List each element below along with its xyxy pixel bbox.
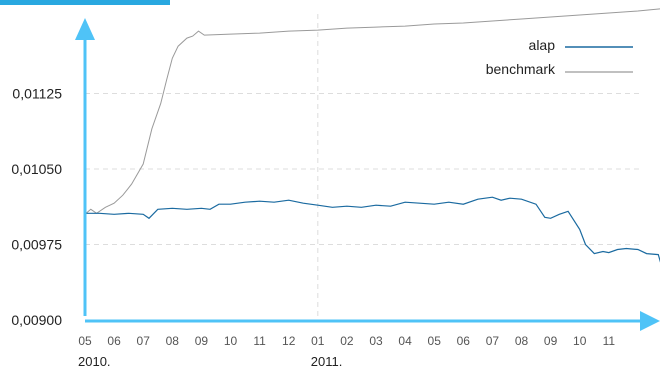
x-tick-label-5: 10 [224, 334, 238, 348]
x-tick-label-3: 08 [166, 334, 180, 348]
year-label-2010: 2010. [78, 354, 111, 369]
x-axis-tick-labels: 05 06 07 08 09 10 11 12 01 02 03 04 05 0… [78, 334, 615, 348]
series-line-alap [85, 196, 660, 263]
x-tick-label-15: 08 [515, 334, 529, 348]
grid [85, 14, 640, 318]
x-tick-label-14: 07 [486, 334, 500, 348]
x-tick-label-1: 06 [107, 334, 121, 348]
x-tick-label-11: 04 [398, 334, 412, 348]
x-tick-label-16: 09 [544, 334, 558, 348]
y-tick-label-1: 0,00975 [11, 237, 62, 253]
y-axis-tick-labels: 0,00900 0,00975 0,01050 0,01125 [11, 86, 62, 329]
y-tick-label-3: 0,01125 [12, 86, 62, 102]
legend: alap benchmark [486, 37, 633, 77]
y-tick-label-2: 0,01050 [11, 161, 62, 177]
x-tick-label-2: 07 [137, 334, 151, 348]
year-label-2011: 2011. [311, 354, 343, 369]
y-axis-arrow-icon [75, 18, 95, 40]
x-tick-label-0: 05 [78, 334, 92, 348]
x-tick-label-8: 01 [311, 334, 325, 348]
x-tick-label-7: 12 [282, 334, 296, 348]
x-tick-label-4: 09 [195, 334, 209, 348]
x-tick-label-6: 11 [253, 334, 266, 348]
x-tick-label-13: 06 [457, 334, 471, 348]
legend-label-benchmark: benchmark [486, 61, 556, 77]
x-axis-year-labels: 2010. 2011. [78, 354, 342, 369]
x-tick-label-12: 05 [428, 334, 442, 348]
x-axis-arrow-icon [640, 311, 660, 331]
x-tick-label-9: 02 [340, 334, 354, 348]
axes [75, 18, 660, 331]
series-line-benchmark [84, 8, 660, 215]
x-tick-label-18: 11 [603, 334, 616, 348]
x-tick-label-10: 03 [369, 334, 383, 348]
header-bar [0, 0, 170, 5]
y-tick-label-0: 0,00900 [11, 312, 62, 328]
x-tick-label-17: 10 [573, 334, 587, 348]
legend-label-alap: alap [529, 37, 556, 53]
